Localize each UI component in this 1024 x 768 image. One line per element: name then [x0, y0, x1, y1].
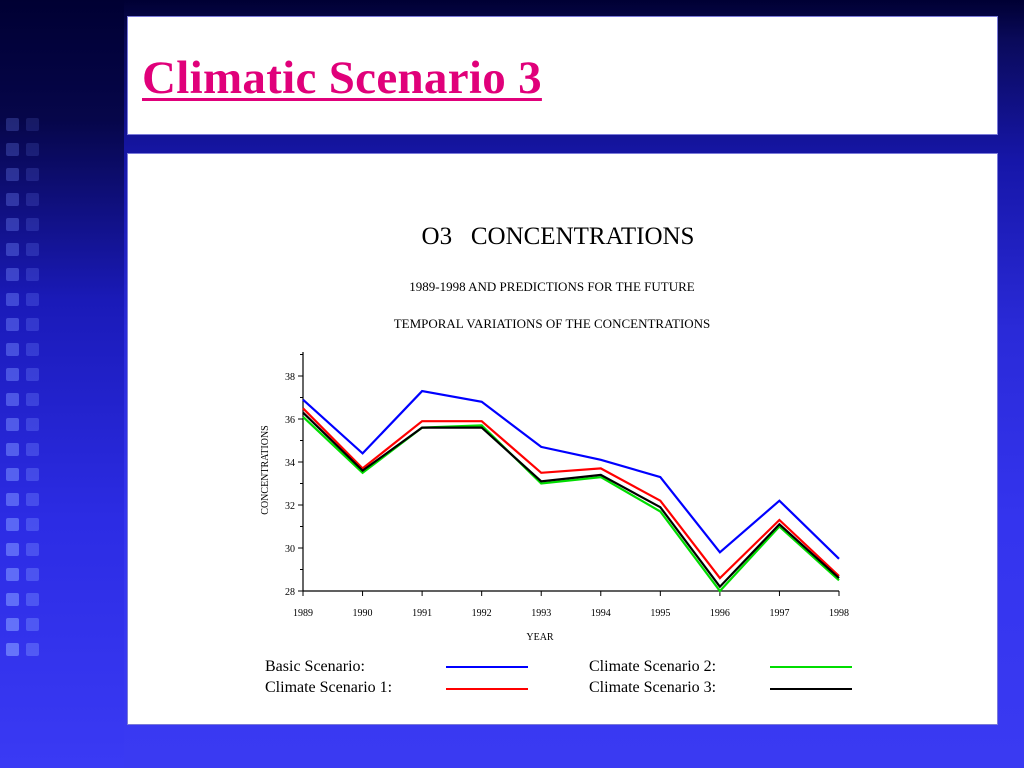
decorative-square: [26, 293, 39, 306]
y-tick-label: 36: [285, 415, 295, 426]
decorative-square: [6, 143, 19, 156]
y-tick-label: 38: [285, 372, 295, 383]
chart-title: O3 CONCENTRATIONS: [422, 223, 695, 250]
decorative-square: [26, 393, 39, 406]
decorative-square: [6, 368, 19, 381]
y-tick-label: 28: [285, 587, 295, 598]
decorative-square: [6, 593, 19, 606]
decorative-square: [26, 193, 39, 206]
decorative-square: [26, 543, 39, 556]
x-axis-label: YEAR: [526, 632, 554, 643]
series-line-2: [302, 407, 840, 580]
series-line-3: [302, 415, 840, 593]
chart-subtitle-2: TEMPORAL VARIATIONS OF THE CONCENTRATION…: [394, 316, 711, 331]
line-chart: O3 CONCENTRATIONS 1989-1998 AND PREDICTI…: [260, 223, 852, 696]
decorative-square: [26, 143, 39, 156]
decorative-square: [6, 543, 19, 556]
slide-left-strip: [0, 0, 124, 768]
decorative-square: [6, 393, 19, 406]
decorative-square: [26, 493, 39, 506]
x-tick-label: 1997: [769, 608, 789, 619]
x-tick-label: 1990: [353, 608, 373, 619]
decorative-square: [6, 443, 19, 456]
slide-title: Climatic Scenario 3: [142, 52, 542, 104]
decorative-square: [6, 468, 19, 481]
y-tick-label: 34: [285, 458, 295, 469]
decorative-square: [26, 443, 39, 456]
y-axis-label: CONCENTRATIONS: [260, 425, 271, 514]
x-tick-label: 1995: [650, 608, 670, 619]
decorative-square: [6, 493, 19, 506]
decorative-square: [6, 268, 19, 281]
decorative-square: [26, 368, 39, 381]
x-tick-label: 1996: [710, 608, 730, 619]
decorative-square: [26, 568, 39, 581]
decorative-square: [26, 593, 39, 606]
legend-label-3: Climate Scenario 2:: [589, 658, 716, 675]
series-line-1: [302, 389, 840, 560]
decorative-square: [26, 118, 39, 131]
decorative-square: [6, 643, 19, 656]
decorative-square: [6, 218, 19, 231]
chart-axes: [302, 352, 839, 592]
chart-ticks: 1989 1990 1991 1992 1993 1994 1995 1996 1997 1998…: [285, 354, 849, 619]
decorative-square: [6, 193, 19, 206]
x-tick-label: 1998: [829, 608, 849, 619]
decorative-square: [26, 343, 39, 356]
decorative-square: [26, 168, 39, 181]
decorative-square: [6, 618, 19, 631]
x-tick-label: 1992: [472, 608, 492, 619]
decorative-square: [26, 618, 39, 631]
decorative-square: [6, 518, 19, 531]
decorative-square: [26, 468, 39, 481]
decorative-square: [26, 218, 39, 231]
chart-subtitle-1: 1989-1998 AND PREDICTIONS FOR THE FUTURE: [409, 279, 694, 294]
decorative-square: [26, 318, 39, 331]
chart-legend: Basic Scenario: Climate Scenario 1: Climat…: [265, 658, 852, 696]
legend-label-1: Basic Scenario:: [265, 658, 365, 675]
decorative-square: [6, 243, 19, 256]
decorative-square: [26, 418, 39, 431]
decorative-square: [6, 343, 19, 356]
chart-series-lines: [302, 389, 840, 593]
x-tick-label: 1994: [591, 608, 611, 619]
decorative-square: [6, 568, 19, 581]
decorative-square: [6, 118, 19, 131]
decorative-square: [26, 518, 39, 531]
title-panel: Climatic Scenario 3: [127, 16, 998, 135]
series-line-4: [302, 411, 840, 589]
legend-label-2: Climate Scenario 1:: [265, 679, 392, 696]
decorative-square: [6, 418, 19, 431]
x-tick-label: 1991: [412, 608, 432, 619]
decorative-square: [26, 243, 39, 256]
decorative-square: [6, 168, 19, 181]
decorative-square: [26, 268, 39, 281]
x-tick-label: 1989: [293, 608, 313, 619]
y-tick-label: 30: [285, 544, 295, 555]
decorative-square: [26, 643, 39, 656]
decorative-square: [6, 318, 19, 331]
chart-panel: O3 CONCENTRATIONS 1989-1998 AND PREDICTI…: [127, 153, 998, 725]
decorative-squares: [6, 118, 39, 678]
y-tick-label: 32: [285, 501, 295, 512]
legend-label-4: Climate Scenario 3:: [589, 679, 716, 696]
decorative-square: [6, 293, 19, 306]
x-tick-label: 1993: [531, 608, 551, 619]
